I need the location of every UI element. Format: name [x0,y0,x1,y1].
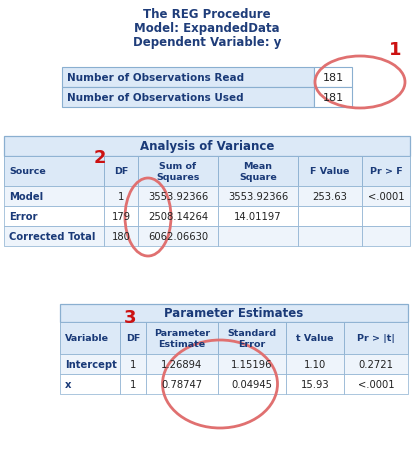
FancyBboxPatch shape [104,187,138,207]
FancyBboxPatch shape [313,88,351,108]
Text: Model: ExpandedData: Model: ExpandedData [134,22,279,35]
Text: t Value: t Value [296,334,333,343]
Text: Number of Observations Used: Number of Observations Used [67,93,243,103]
FancyBboxPatch shape [285,354,343,374]
FancyBboxPatch shape [146,322,218,354]
Text: 1.15196: 1.15196 [231,359,272,369]
Text: 0.04945: 0.04945 [231,379,272,389]
FancyBboxPatch shape [4,207,104,226]
Text: 181: 181 [322,93,343,103]
Text: Mean
Square: Mean Square [239,162,276,181]
FancyBboxPatch shape [4,226,104,246]
FancyBboxPatch shape [361,187,409,207]
FancyBboxPatch shape [138,187,218,207]
Text: 179: 179 [111,212,130,221]
Text: 1: 1 [130,359,136,369]
FancyBboxPatch shape [104,156,138,187]
Text: <.0001: <.0001 [357,379,393,389]
FancyBboxPatch shape [138,226,218,246]
FancyBboxPatch shape [138,207,218,226]
FancyBboxPatch shape [4,156,104,187]
Text: Pr > |t|: Pr > |t| [356,334,394,343]
Text: Dependent Variable: y: Dependent Variable: y [133,36,280,49]
Text: x: x [65,379,71,389]
Text: Sum of
Squares: Sum of Squares [156,162,199,181]
Text: Variable: Variable [65,334,109,343]
Text: Parameter
Estimate: Parameter Estimate [154,329,209,348]
FancyBboxPatch shape [297,226,361,246]
Text: Pr > F: Pr > F [369,167,401,176]
FancyBboxPatch shape [297,156,361,187]
FancyBboxPatch shape [138,156,218,187]
Text: F Value: F Value [310,167,349,176]
FancyBboxPatch shape [218,187,297,207]
FancyBboxPatch shape [104,226,138,246]
FancyBboxPatch shape [285,374,343,394]
FancyBboxPatch shape [4,187,104,207]
Text: 0.2721: 0.2721 [358,359,392,369]
FancyBboxPatch shape [297,187,361,207]
FancyBboxPatch shape [361,226,409,246]
Text: 180: 180 [111,231,130,241]
FancyBboxPatch shape [120,354,146,374]
FancyBboxPatch shape [60,304,407,322]
FancyBboxPatch shape [361,207,409,226]
Text: <.0001: <.0001 [367,192,404,202]
Text: Corrected Total: Corrected Total [9,231,95,241]
FancyBboxPatch shape [60,374,120,394]
FancyBboxPatch shape [218,156,297,187]
FancyBboxPatch shape [146,374,218,394]
Text: 3: 3 [123,308,136,326]
FancyBboxPatch shape [297,207,361,226]
FancyBboxPatch shape [313,68,351,88]
FancyBboxPatch shape [218,322,285,354]
Text: 0.78747: 0.78747 [161,379,202,389]
FancyBboxPatch shape [120,374,146,394]
Text: The REG Procedure: The REG Procedure [143,8,270,21]
Text: 1.26894: 1.26894 [161,359,202,369]
FancyBboxPatch shape [62,88,313,108]
FancyBboxPatch shape [285,322,343,354]
Text: Number of Observations Read: Number of Observations Read [67,73,244,83]
Text: 1: 1 [130,379,136,389]
Text: Parameter Estimates: Parameter Estimates [164,307,303,320]
Text: Error: Error [9,212,38,221]
FancyBboxPatch shape [218,374,285,394]
Text: 2: 2 [93,149,106,166]
FancyBboxPatch shape [343,374,407,394]
Text: Intercept: Intercept [65,359,116,369]
Text: 6062.06630: 6062.06630 [147,231,208,241]
FancyBboxPatch shape [60,322,120,354]
Text: 1: 1 [118,192,124,202]
FancyBboxPatch shape [343,322,407,354]
Text: 3553.92366: 3553.92366 [147,192,208,202]
Text: Analysis of Variance: Analysis of Variance [140,140,273,153]
Text: DF: DF [126,334,140,343]
FancyBboxPatch shape [361,156,409,187]
Text: 14.01197: 14.01197 [234,212,281,221]
Text: Standard
Error: Standard Error [227,329,276,348]
Text: 253.63: 253.63 [312,192,347,202]
Text: 15.93: 15.93 [300,379,328,389]
Text: 1.10: 1.10 [303,359,325,369]
FancyBboxPatch shape [62,68,313,88]
FancyBboxPatch shape [343,354,407,374]
Text: 2508.14264: 2508.14264 [147,212,208,221]
Text: 181: 181 [322,73,343,83]
Text: Source: Source [9,167,46,176]
Text: 3553.92366: 3553.92366 [227,192,287,202]
Text: DF: DF [114,167,128,176]
FancyBboxPatch shape [120,322,146,354]
FancyBboxPatch shape [146,354,218,374]
FancyBboxPatch shape [218,354,285,374]
FancyBboxPatch shape [60,354,120,374]
Text: 1: 1 [388,41,400,59]
FancyBboxPatch shape [4,137,409,156]
Text: Model: Model [9,192,43,202]
FancyBboxPatch shape [218,226,297,246]
FancyBboxPatch shape [218,207,297,226]
FancyBboxPatch shape [104,207,138,226]
